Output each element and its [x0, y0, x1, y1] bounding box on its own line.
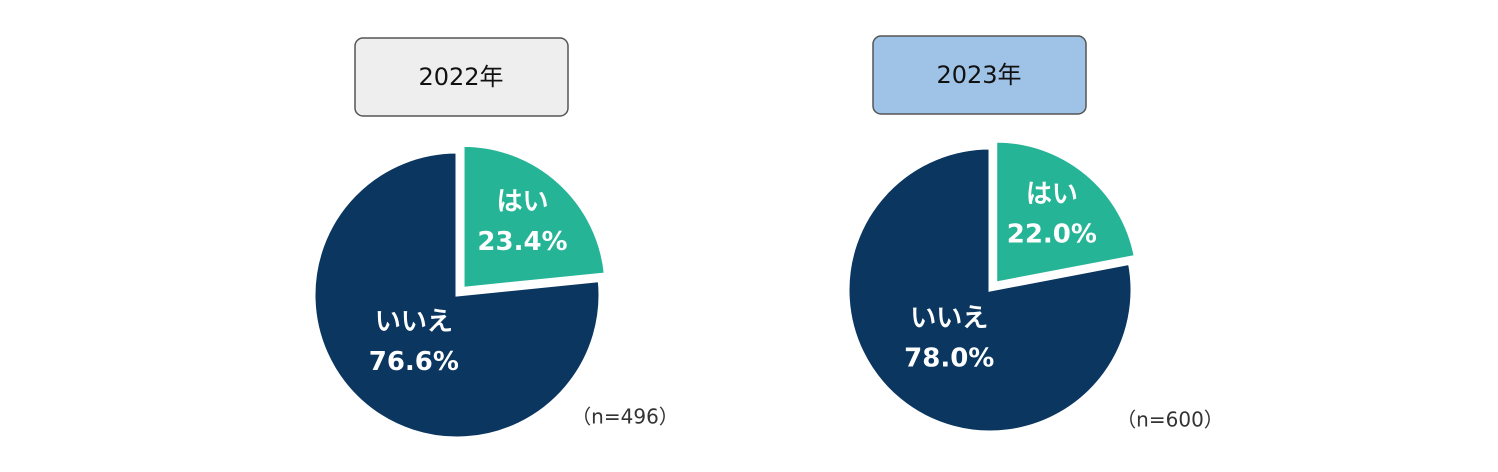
slice-category: いいえ [910, 304, 988, 334]
title-box [872, 35, 1087, 115]
slice-value: 76.6% [369, 347, 459, 377]
slice-value: 78.0% [904, 344, 994, 374]
chart-title: 2022年 [418, 63, 503, 91]
pie-slice [312, 150, 602, 440]
sample-note: （n=496） [571, 405, 679, 429]
title-box [354, 37, 569, 117]
sample-note: （n=600） [1116, 408, 1224, 432]
pie-slice [994, 139, 1137, 285]
chart-title: 2023年 [936, 61, 1021, 89]
slice-category: はい [496, 187, 548, 217]
slice-value: 22.0% [1007, 220, 1097, 250]
slice-value: 23.4% [477, 227, 567, 257]
slice-category: いいえ [375, 307, 453, 337]
slice-category: はい [1026, 180, 1078, 210]
pie-slice [461, 143, 607, 290]
pie-slice [846, 146, 1134, 434]
